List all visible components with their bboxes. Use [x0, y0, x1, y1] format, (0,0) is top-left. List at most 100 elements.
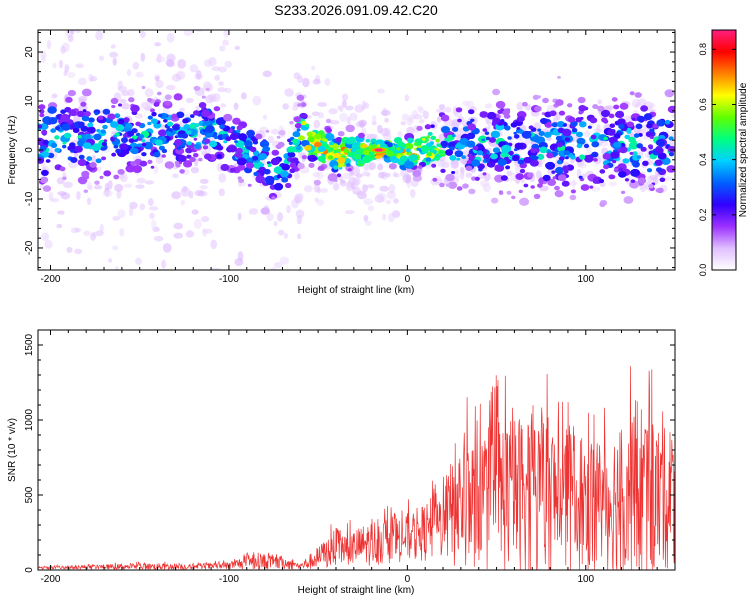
- heatmap-blob: [551, 122, 559, 128]
- heatmap-speckle: [344, 210, 355, 215]
- heatmap-blob: [312, 156, 318, 161]
- x-tick-label: -200: [40, 274, 60, 285]
- heatmap-speckle: [352, 177, 361, 186]
- heatmap-speckle: [139, 203, 146, 211]
- heatmap-blob: [298, 135, 305, 141]
- heatmap-speckle: [279, 286, 283, 293]
- heatmap-blob: [181, 133, 189, 139]
- heatmap-blob: [669, 152, 674, 157]
- heatmap-blob: [83, 133, 92, 140]
- heatmap-speckle: [119, 228, 125, 237]
- heatmap-speckle: [89, 76, 98, 82]
- heatmap-blob: [579, 121, 587, 128]
- heatmap-blob: [667, 146, 675, 153]
- heatmap-speckle: [404, 94, 410, 102]
- heatmap-blob: [642, 160, 649, 166]
- heatmap-blob: [630, 179, 636, 183]
- heatmap-blob: [497, 109, 503, 115]
- heatmap-blob: [486, 111, 497, 120]
- heatmap-blob: [435, 138, 440, 143]
- heatmap-blob: [599, 169, 606, 174]
- heatmap-blob: [258, 153, 268, 160]
- heatmap-blob: [454, 150, 464, 158]
- heatmap-blob: [151, 112, 157, 117]
- heatmap-speckle: [112, 57, 117, 66]
- x-tick-label: -100: [219, 274, 239, 285]
- heatmap-blob: [438, 149, 444, 155]
- heatmap-blob: [484, 131, 490, 135]
- heatmap-blob: [368, 151, 374, 156]
- heatmap-blob: [41, 129, 48, 135]
- heatmap-blob: [93, 133, 102, 141]
- heatmap-blob: [263, 168, 271, 175]
- heatmap-speckle: [185, 97, 194, 104]
- heatmap-blob: [82, 109, 87, 113]
- heatmap-speckle: [154, 42, 162, 47]
- heatmap-blob: [587, 125, 592, 129]
- heatmap-speckle: [172, 173, 179, 179]
- heatmap-blob: [622, 158, 630, 164]
- heatmap-blob: [317, 165, 325, 171]
- top-x-label: Height of straight line (km): [298, 285, 415, 296]
- heatmap-blob: [562, 123, 567, 127]
- colorbar-ticks: 0.0 0.2 0.4 0.6 0.8: [698, 43, 736, 276]
- heatmap-speckle: [177, 59, 187, 69]
- heatmap-peak: [374, 148, 383, 152]
- heatmap-blob: [177, 133, 183, 138]
- heatmap-blob: [537, 183, 543, 188]
- heatmap-speckle: [148, 198, 154, 206]
- heatmap-blob: [115, 148, 122, 154]
- heatmap-blob: [91, 143, 102, 152]
- heatmap-speckle: [317, 102, 328, 107]
- heatmap-blob: [232, 117, 241, 125]
- heatmap-blob: [542, 97, 549, 104]
- heatmap-speckle: [66, 246, 73, 253]
- heatmap-blob: [235, 147, 243, 154]
- heatmap-blob: [619, 102, 629, 110]
- heatmap-blob: [89, 162, 97, 168]
- heatmap-speckle: [57, 191, 67, 196]
- heatmap-speckle: [60, 45, 66, 54]
- heatmap-blob: [666, 165, 675, 173]
- heatmap-blob: [345, 124, 355, 133]
- heatmap-blob: [314, 133, 322, 140]
- heatmap-blob: [598, 178, 605, 184]
- heatmap-blob: [358, 132, 365, 139]
- heatmap-speckle: [129, 201, 138, 210]
- heatmap-speckle: [132, 61, 139, 70]
- heatmap-blob: [655, 147, 664, 154]
- heatmap-speckle: [135, 257, 142, 265]
- heatmap-blob: [591, 151, 599, 158]
- heatmap-blob: [128, 97, 135, 103]
- heatmap-blob: [327, 155, 334, 160]
- heatmap-speckle: [82, 288, 90, 293]
- heatmap-blob: [201, 95, 206, 99]
- heatmap-blob: [610, 151, 620, 159]
- heatmap-speckle: [608, 181, 618, 187]
- heatmap-blob: [534, 105, 542, 112]
- heatmap-speckle: [112, 216, 121, 221]
- heatmap-blob: [289, 121, 294, 125]
- heatmap-blob: [466, 160, 472, 165]
- heatmap-blob: [590, 134, 597, 140]
- heatmap-blob: [416, 141, 422, 146]
- heatmap-blob: [273, 159, 279, 164]
- heatmap-blob: [213, 106, 221, 112]
- heatmap-blob: [182, 118, 189, 124]
- heatmap-blob: [634, 133, 640, 138]
- heatmap-blob: [522, 101, 528, 107]
- heatmap-speckle: [279, 256, 289, 265]
- heatmap-speckle: [312, 172, 321, 178]
- heatmap-speckle: [649, 174, 658, 181]
- heatmap-speckle: [320, 188, 329, 193]
- heatmap-blob: [60, 114, 70, 122]
- heatmap-blob: [176, 146, 182, 151]
- heatmap-blob: [521, 130, 532, 139]
- heatmap-blob: [84, 175, 90, 179]
- heatmap-speckle: [388, 212, 395, 223]
- heatmap-speckle: [342, 172, 352, 180]
- heatmap-blob: [468, 109, 475, 115]
- heatmap-blob: [589, 117, 598, 124]
- heatmap-blob: [153, 151, 161, 158]
- heatmap-blob: [668, 136, 674, 141]
